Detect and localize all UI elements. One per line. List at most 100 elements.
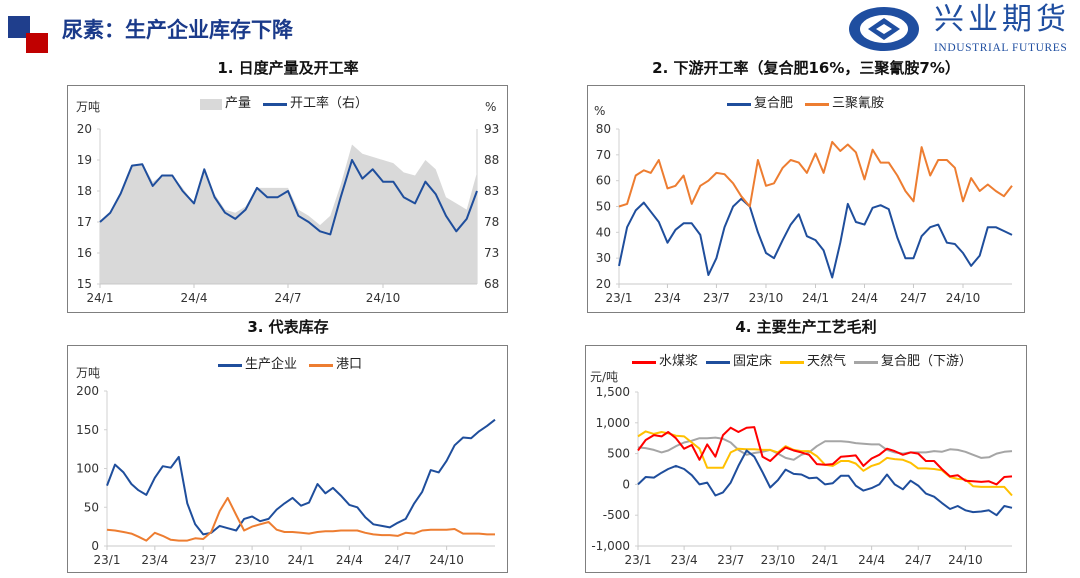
chart-4-legend: 水煤浆 固定床 天然气 复合肥（下游） bbox=[632, 354, 972, 370]
series-line-固定床 bbox=[637, 449, 1013, 517]
x-tick-label: 23/10 bbox=[761, 553, 796, 567]
y-tick-label: 0 bbox=[91, 539, 99, 553]
x-tick-label: 23/7 bbox=[717, 553, 744, 567]
chart-2-title: 2. 下游开工率（复合肥16%，三聚氰胺7%） bbox=[652, 59, 960, 77]
x-tick-label: 23/10 bbox=[749, 291, 784, 305]
x-tick-label: 24/4 bbox=[851, 291, 878, 305]
chart-4-panel bbox=[585, 345, 1027, 573]
legend-swatch bbox=[780, 360, 805, 364]
legend-item-fixed-bed: 固定床 bbox=[706, 354, 772, 370]
y-tick-label: 50 bbox=[84, 500, 99, 514]
legend-item-coal-water-slurry: 水煤浆 bbox=[632, 354, 698, 370]
legend-item-compound-downstream: 复合肥（下游） bbox=[854, 354, 972, 370]
header-red-square bbox=[26, 33, 48, 53]
chart-1-left-unit: 万吨 bbox=[76, 100, 101, 114]
y-tick-label: 500 bbox=[607, 447, 630, 461]
y-tick-label: 80 bbox=[596, 122, 611, 136]
y2-tick-label: 83 bbox=[484, 184, 499, 198]
logo-emblem-icon bbox=[849, 7, 919, 51]
chart-2-panel bbox=[587, 85, 1025, 313]
chart-1-right-unit: % bbox=[485, 100, 497, 114]
y-tick-label: 19 bbox=[77, 153, 92, 167]
y2-tick-label: 73 bbox=[484, 246, 499, 260]
y-tick-label: -500 bbox=[603, 508, 630, 522]
legend-label: 复合肥 bbox=[754, 96, 794, 111]
series-line-复合肥 bbox=[618, 197, 1013, 279]
series-line-生产企业 bbox=[106, 418, 496, 536]
y2-tick-label: 68 bbox=[484, 277, 499, 291]
x-tick-label: 24/7 bbox=[900, 291, 927, 305]
legend-swatch bbox=[706, 360, 731, 364]
series-line-港口 bbox=[106, 496, 495, 542]
chart-3: 0 50 100 150 200 23/1 23/4 23/7 23/10 24/1 24/4 24/… bbox=[76, 384, 496, 567]
legend-swatch bbox=[854, 360, 879, 364]
header-blue-square bbox=[8, 16, 30, 38]
x-tick-label: 24/10 bbox=[946, 291, 981, 305]
legend-label: 港口 bbox=[336, 357, 363, 372]
y-tick-label: 40 bbox=[596, 225, 611, 239]
chart-1-panel bbox=[67, 85, 508, 313]
chart-4-unit: 元/吨 bbox=[590, 370, 619, 384]
y-tick-label: 1,500 bbox=[596, 385, 630, 399]
x-tick-label: 24/10 bbox=[948, 553, 983, 567]
page-title: 尿素：生产企业库存下降 bbox=[62, 18, 293, 42]
company-logo bbox=[846, 4, 922, 54]
chart-4-title: 4. 主要生产工艺毛利 bbox=[735, 318, 877, 336]
y-tick-label: 18 bbox=[77, 184, 92, 198]
series-area-产量 bbox=[100, 144, 477, 284]
legend-item-natural-gas: 天然气 bbox=[780, 354, 846, 370]
legend-label: 开工率（右） bbox=[290, 96, 369, 111]
x-tick-label: 24/1 bbox=[288, 553, 315, 567]
legend-item-melamine: 三聚氰胺 bbox=[805, 96, 884, 112]
legend-label: 水煤浆 bbox=[659, 354, 699, 369]
legend-item-output: 产量 bbox=[200, 96, 251, 112]
x-tick-label: 23/1 bbox=[94, 553, 121, 567]
x-tick-label: 23/1 bbox=[606, 291, 633, 305]
legend-label: 产量 bbox=[225, 96, 252, 111]
legend-label: 天然气 bbox=[807, 354, 847, 369]
logo-cn-text: 兴业期货 bbox=[934, 2, 1070, 37]
chart-2-unit: % bbox=[594, 104, 606, 118]
y2-tick-label: 78 bbox=[484, 215, 499, 229]
x-tick-label: 23/4 bbox=[141, 553, 168, 567]
legend-swatch bbox=[218, 363, 242, 367]
x-tick-label: 23/1 bbox=[625, 553, 652, 567]
chart-3-unit: 万吨 bbox=[76, 366, 101, 380]
legend-item-compound-fertilizer: 复合肥 bbox=[727, 96, 793, 112]
x-tick-label: 24/7 bbox=[384, 553, 411, 567]
y-tick-label: 70 bbox=[596, 148, 611, 162]
chart-2-legend: 复合肥 三聚氰胺 bbox=[727, 96, 884, 112]
y-tick-label: 50 bbox=[596, 200, 611, 214]
y-tick-label: 100 bbox=[76, 462, 99, 476]
y-tick-label: 200 bbox=[76, 384, 99, 398]
x-tick-label: 24/4 bbox=[181, 291, 208, 305]
legend-label: 三聚氰胺 bbox=[832, 96, 885, 111]
y-tick-label: 60 bbox=[596, 174, 611, 188]
chart-3-panel bbox=[67, 345, 508, 573]
x-tick-label: 24/10 bbox=[366, 291, 401, 305]
x-tick-label: 23/7 bbox=[703, 291, 730, 305]
chart-1-legend: 产量 开工率（右） bbox=[200, 96, 368, 112]
x-tick-label: 24/4 bbox=[336, 553, 363, 567]
y2-tick-label: 88 bbox=[484, 153, 499, 167]
x-tick-label: 24/7 bbox=[275, 291, 302, 305]
x-tick-label: 24/4 bbox=[858, 553, 885, 567]
x-tick-label: 23/10 bbox=[235, 553, 270, 567]
legend-label: 生产企业 bbox=[245, 357, 298, 372]
x-tick-label: 23/4 bbox=[654, 291, 681, 305]
x-tick-label: 24/1 bbox=[812, 553, 839, 567]
legend-item-producers: 生产企业 bbox=[218, 357, 297, 373]
x-tick-label: 24/7 bbox=[905, 553, 932, 567]
x-tick-label: 24/1 bbox=[802, 291, 829, 305]
logo-en-text: INDUSTRIAL FUTURES bbox=[934, 42, 1068, 54]
y-tick-label: 20 bbox=[77, 122, 92, 136]
y-tick-label: 150 bbox=[76, 423, 99, 437]
series-line-三聚氰胺 bbox=[618, 140, 1013, 208]
chart-3-legend: 生产企业 港口 bbox=[218, 357, 362, 373]
x-tick-label: 24/10 bbox=[429, 553, 464, 567]
y-tick-label: 1,000 bbox=[596, 416, 630, 430]
x-tick-label: 23/4 bbox=[671, 553, 698, 567]
y-tick-label: 30 bbox=[596, 251, 611, 265]
y-tick-label: 15 bbox=[77, 277, 92, 291]
legend-swatch bbox=[805, 102, 830, 106]
